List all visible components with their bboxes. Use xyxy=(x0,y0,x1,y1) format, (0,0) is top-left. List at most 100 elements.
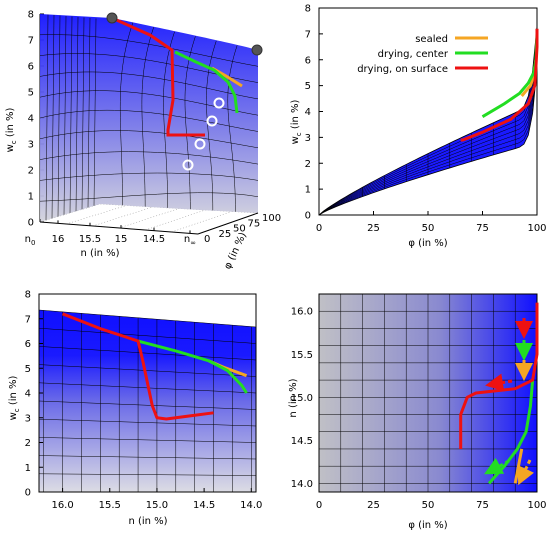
tl-mesh-line xyxy=(51,14,55,219)
tr-ytick-label: 5 xyxy=(305,81,311,92)
tl-mesh-line xyxy=(87,17,91,208)
bl-ytick-label: 4 xyxy=(25,389,31,400)
tl-ntick-label: 16 xyxy=(52,234,65,245)
tl-mesh-line xyxy=(184,36,196,210)
tr-xtick-label: 75 xyxy=(476,223,489,234)
tr-xtick-label: 25 xyxy=(367,223,380,234)
tl-corner-dot xyxy=(106,12,118,24)
legend-label-sealed: sealed xyxy=(415,34,448,45)
br-ytick-label: 16.0 xyxy=(291,307,313,318)
tl-mesh-line xyxy=(45,14,49,221)
bl-mesh-line xyxy=(38,473,257,476)
br-frame xyxy=(318,293,538,493)
tl-mesh-line xyxy=(141,27,154,207)
tl-mesh-line xyxy=(69,16,73,214)
tl-mesh-line xyxy=(93,18,97,206)
br-xtick-label: 25 xyxy=(367,500,380,511)
br-ytick-label: 14.0 xyxy=(291,479,313,490)
tl-mesh-line xyxy=(39,172,259,181)
phi-axis xyxy=(197,212,259,235)
bl-ylabel: wc (in %) xyxy=(8,375,21,420)
tl-mesh-line xyxy=(57,15,61,217)
tr-ytick-label: 0 xyxy=(305,211,311,222)
br-ylabel: n (in %) xyxy=(288,378,299,417)
tr-legend: sealed drying, center drying, on surface xyxy=(357,34,488,75)
tl-ring xyxy=(213,97,225,109)
tl-phitick-label: 0 xyxy=(204,234,210,245)
bl-mesh-line xyxy=(38,309,257,328)
n-axis xyxy=(39,221,199,235)
surface-3d-panel: 0 1 2 3 4 5 6 7 8 n0 16 15.5 15 14.5 n∞ 0 25 50 75 100 wc… xyxy=(5,10,281,272)
tl-ntick-label: 15.5 xyxy=(79,234,101,245)
tr-frame xyxy=(318,7,538,216)
tl-mesh-line xyxy=(206,40,217,211)
tl-mesh-line xyxy=(81,17,85,210)
tr-ytick-label: 7 xyxy=(305,29,311,40)
bl-series-line xyxy=(137,339,248,394)
br-arrow-green-down xyxy=(484,457,510,475)
br-xtick-label: 75 xyxy=(476,500,489,511)
tl-mesh-line xyxy=(119,22,134,206)
tl-corner-dot xyxy=(251,44,263,56)
bl-xlabel: n (in %) xyxy=(128,516,167,527)
legend-label-surface: drying, on surface xyxy=(357,64,448,75)
tl-mesh-line xyxy=(63,15,67,215)
tr-ylabel: wc (in %) xyxy=(290,99,303,144)
bl-ytick-label: 3 xyxy=(25,413,31,424)
tl-ztick-label: 7 xyxy=(28,36,34,47)
tl-ntick-label: 14.5 xyxy=(143,234,165,245)
tr-ytick-label: 6 xyxy=(305,55,311,66)
bl-mesh-line xyxy=(38,400,257,410)
tl-ztick-label: 2 xyxy=(28,166,34,177)
bl-xtick-label: 16.0 xyxy=(51,500,73,511)
tl-ztick-label: 3 xyxy=(28,140,34,151)
tl-ztick-label: 0 xyxy=(28,218,34,229)
tl-phitick-label: 50 xyxy=(233,224,246,235)
tl-ntick-label: 15 xyxy=(115,234,128,245)
tr-ytick-label: 1 xyxy=(305,185,311,196)
tl-floor-line xyxy=(92,206,153,227)
tl-phitick-label: 100 xyxy=(262,213,281,224)
bl-xtick-label: 14.5 xyxy=(193,500,215,511)
bl-ytick-label: 5 xyxy=(25,364,31,375)
br-arrow-red-left xyxy=(485,373,513,392)
tr-xtick-label: 100 xyxy=(527,223,546,234)
br-arrow-orange-down xyxy=(517,459,534,486)
br-xlabel: φ (in %) xyxy=(408,520,447,531)
tl-ntick-label: n0 xyxy=(25,234,36,247)
tl-ring xyxy=(182,159,194,171)
br-xtick-label: 100 xyxy=(527,500,546,511)
tl-xlabel: n (in %) xyxy=(80,248,119,259)
tr-xtick-label: 50 xyxy=(422,223,435,234)
legend-label-center: drying, center xyxy=(378,49,449,60)
tl-ztick-label: 4 xyxy=(28,114,34,125)
tl-mesh-line xyxy=(39,151,259,165)
bl-surface xyxy=(39,310,256,492)
tl-ztick-label: 5 xyxy=(28,88,34,99)
tl-ztick-label: 8 xyxy=(28,10,34,21)
tl-mesh-line xyxy=(75,16,79,212)
br-xtick-label: 0 xyxy=(316,500,322,511)
tl-mesh-line xyxy=(39,109,259,132)
bl-mesh-line xyxy=(38,455,257,460)
bl-xtick-label: 15.5 xyxy=(99,500,121,511)
bl-xtick-label: 15.0 xyxy=(146,500,168,511)
bl-ytick-label: 2 xyxy=(25,438,31,449)
tl-phitick-label: 75 xyxy=(248,218,261,229)
tl-mesh-line xyxy=(39,192,259,202)
tl-mesh-line xyxy=(227,45,238,212)
tr-xlabel: φ (in %) xyxy=(408,238,447,249)
br-xtick-label: 50 xyxy=(422,500,435,511)
tl-ring xyxy=(194,138,206,150)
tr-xtick-label: 0 xyxy=(316,223,322,234)
bl-mesh-line xyxy=(38,437,257,443)
bl-mesh-line xyxy=(38,327,257,344)
tl-floor-line xyxy=(145,209,206,231)
tr-ytick-label: 8 xyxy=(305,4,311,15)
bl-series-line xyxy=(62,312,214,421)
tl-curve-surface xyxy=(111,16,205,137)
bl-xtick-label: 14.0 xyxy=(240,500,262,511)
